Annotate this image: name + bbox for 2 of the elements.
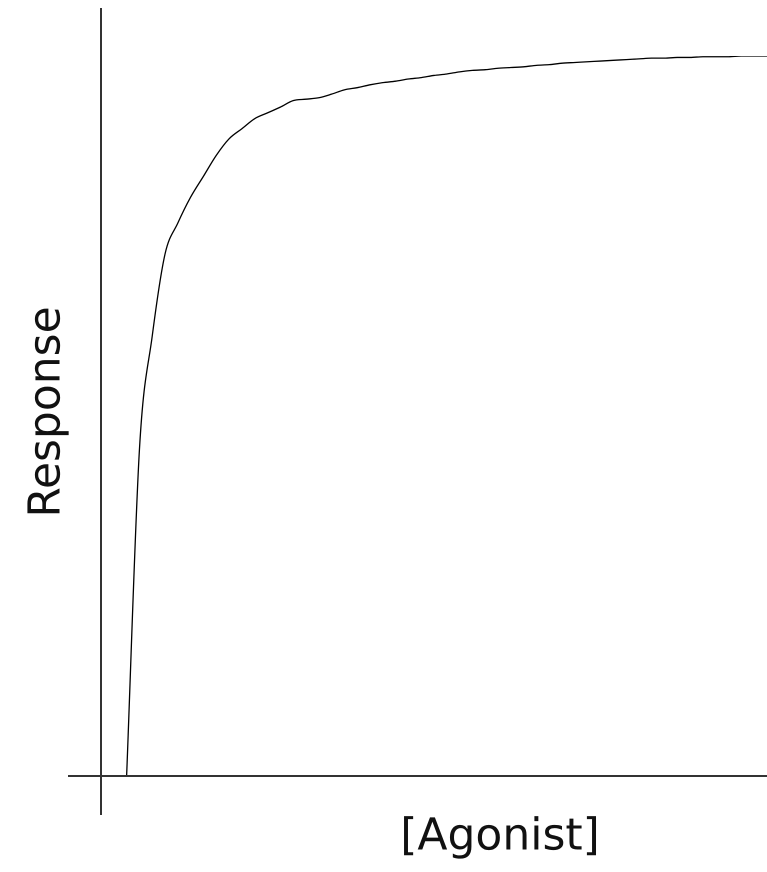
y-axis-title: Response [19,306,70,518]
x-axis-title: [Agonist] [400,809,600,860]
